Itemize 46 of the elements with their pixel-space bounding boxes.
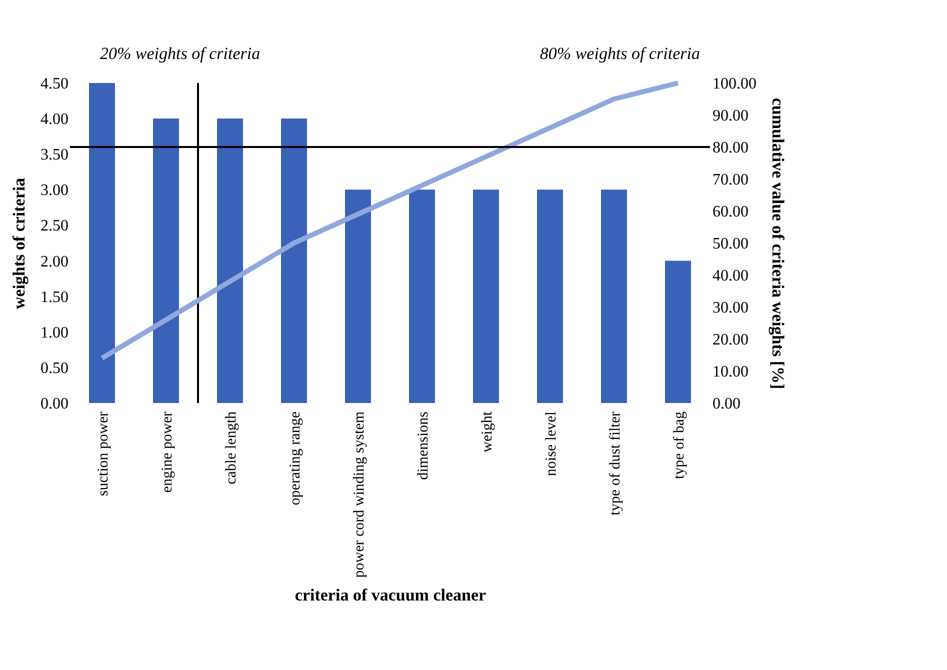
text: 20% weights of criteria [100,44,260,63]
y-axis-title: weights of criteria [10,177,28,310]
y2-tick-label: 0.00 [712,396,740,412]
bar [601,190,627,403]
y-tick-label: 3.00 [40,182,68,200]
y-tick-label: 1.50 [40,288,68,306]
x-tick-label: type of bag [672,411,688,479]
y2-tick-label: 80.00 [712,140,748,156]
bar [89,83,115,403]
text: 80% weights of criteria [540,44,700,63]
bar [217,118,243,403]
x-tick-label: suction power [96,412,112,496]
y-tick-label: 2.50 [40,218,68,235]
bar [537,190,563,403]
y2-tick-label: 40.00 [712,268,748,284]
x-tick-label: noise level [544,412,560,476]
x-axis-title: criteria of vacuum cleaner [294,586,487,605]
y2-tick-label: 20.00 [712,332,748,348]
bar [409,190,435,403]
y2-tick-label: 70.00 [712,172,748,188]
x-tick-label: dimensions [416,411,432,480]
bar [153,118,179,403]
x-tick-label: cable length [224,411,240,484]
x-tick-label: power cord winding system [352,411,368,578]
bar [281,118,307,403]
bar [665,260,691,403]
y2-tick-label: 10.00 [712,364,748,380]
y-tick-label: 1.00 [40,324,68,342]
y2-tick-label: 50.00 [712,236,748,252]
y-tick-label: 3.50 [40,146,68,164]
bar [473,190,499,403]
y2-tick-label: 100.00 [712,76,756,92]
x-tick-label: engine power [160,411,176,493]
x-tick-label: weight [480,410,496,452]
x-tick-label: operating range [288,411,304,506]
y2-tick-label: 90.00 [712,108,748,124]
y2-axis-title: cumulative value of criteria weights [%] [768,98,788,390]
y-tick-label: 0.50 [40,360,68,377]
y2-tick-label: 60.00 [712,204,748,220]
y2-tick-label: 30.00 [712,300,748,316]
x-tick-label: type of dust filter [608,412,624,516]
y-tick-label: 4.50 [40,76,68,92]
bar [345,190,371,403]
y-tick-label: 0.00 [40,396,68,412]
y-tick-label: 4.00 [40,111,68,128]
y-tick-label: 2.00 [40,253,68,270]
